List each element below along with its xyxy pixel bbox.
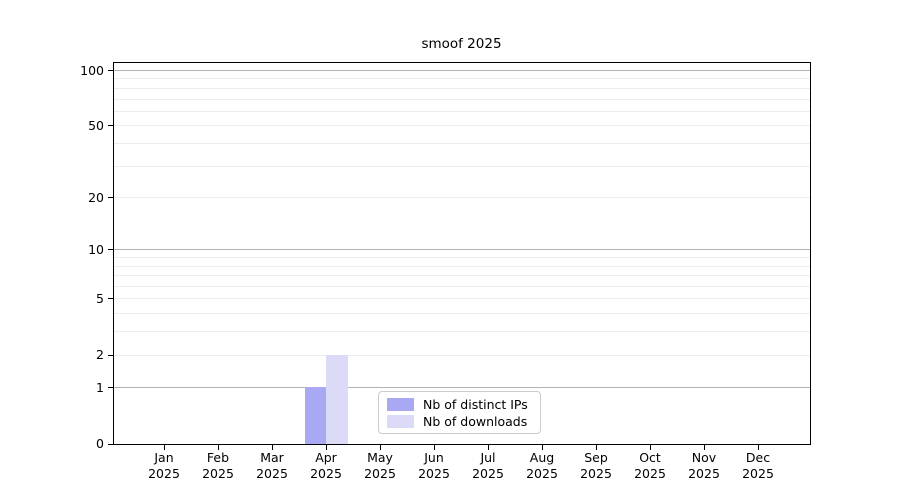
x-tick-label-aug: Aug 2025 [526,450,558,481]
y-tick-10 [108,249,113,251]
y-tick-5 [108,298,113,300]
y-tick-label-2: 2 [96,347,104,363]
y-tick-label-20: 20 [88,189,104,205]
x-tick-label-jun: Jun 2025 [418,450,450,481]
x-tick-label-mar: Mar 2025 [256,450,288,481]
x-tick-label-apr: Apr 2025 [310,450,342,481]
legend-entry-distinct-ips: Nb of distinct IPs [387,397,532,412]
bar-downloads-apr [326,354,348,444]
x-tick-mar [272,445,273,450]
x-tick-label-jan: Jan 2025 [148,450,180,481]
y-tick-20 [108,197,113,199]
x-tick-aug [542,445,543,450]
x-tick-jun [434,445,435,450]
gridline-minor-6 [114,286,810,288]
x-tick-label-feb: Feb 2025 [202,450,234,481]
legend-label-distinct-ips: Nb of distinct IPs [423,397,528,412]
gridline-minor-80 [114,87,810,89]
y-tick-label-100: 100 [80,62,104,78]
gridline-minor-70 [114,98,810,100]
chart-title: smoof 2025 [421,36,502,52]
x-tick-label-dec: Dec 2025 [742,450,774,481]
gridline-major-1 [114,387,810,389]
y-tick-100 [108,70,113,71]
x-tick-feb [218,445,219,450]
legend-label-downloads: Nb of downloads [423,414,528,429]
x-tick-may [380,445,381,450]
y-tick-2 [108,354,113,356]
gridline-minor-90 [114,78,810,80]
x-tick-dec [758,445,759,450]
gridline-minor-9 [114,257,810,259]
legend-entry-downloads: Nb of downloads [387,414,532,429]
x-tick-label-oct: Oct 2025 [634,450,666,481]
y-tick-0 [108,443,113,445]
y-tick-label-0: 0 [96,436,104,451]
bar-distinct-ips-apr [304,387,326,444]
x-tick-label-sep: Sep 2025 [580,450,612,481]
gridline-minor-7 [114,275,810,277]
gridline-major-10 [114,249,810,251]
x-tick-sep [596,445,597,450]
legend: Nb of distinct IPs Nb of downloads [378,391,541,434]
gridline-minor-3 [114,331,810,333]
gridline-minor-8 [114,265,810,267]
legend-swatch-downloads [387,415,414,428]
gridline-minor-40 [114,142,810,144]
x-tick-nov [704,445,705,450]
x-tick-jan [164,445,165,450]
y-tick-1 [108,387,113,389]
gridline-minor-5 [114,298,810,300]
x-tick-label-nov: Nov 2025 [688,450,720,481]
x-tick-apr [326,445,327,450]
y-tick-label-1: 1 [96,379,104,395]
y-tick-label-50: 50 [88,117,104,133]
y-tick-label-5: 5 [96,290,104,306]
x-tick-oct [650,445,651,450]
y-tick-label-10: 10 [88,241,104,257]
x-tick-label-may: May 2025 [364,450,396,481]
x-tick-label-jul: Jul 2025 [472,450,504,481]
y-tick-50 [108,125,113,127]
gridline-minor-20 [114,197,810,199]
x-tick-jul [488,445,489,450]
gridline-minor-50 [114,125,810,127]
gridline-minor-30 [114,165,810,167]
plot-area [113,62,811,445]
gridline-minor-60 [114,110,810,112]
legend-swatch-distinct-ips [387,398,414,411]
gridline-major-100 [114,70,810,71]
gridline-minor-2 [114,354,810,356]
gridline-minor-4 [114,313,810,315]
